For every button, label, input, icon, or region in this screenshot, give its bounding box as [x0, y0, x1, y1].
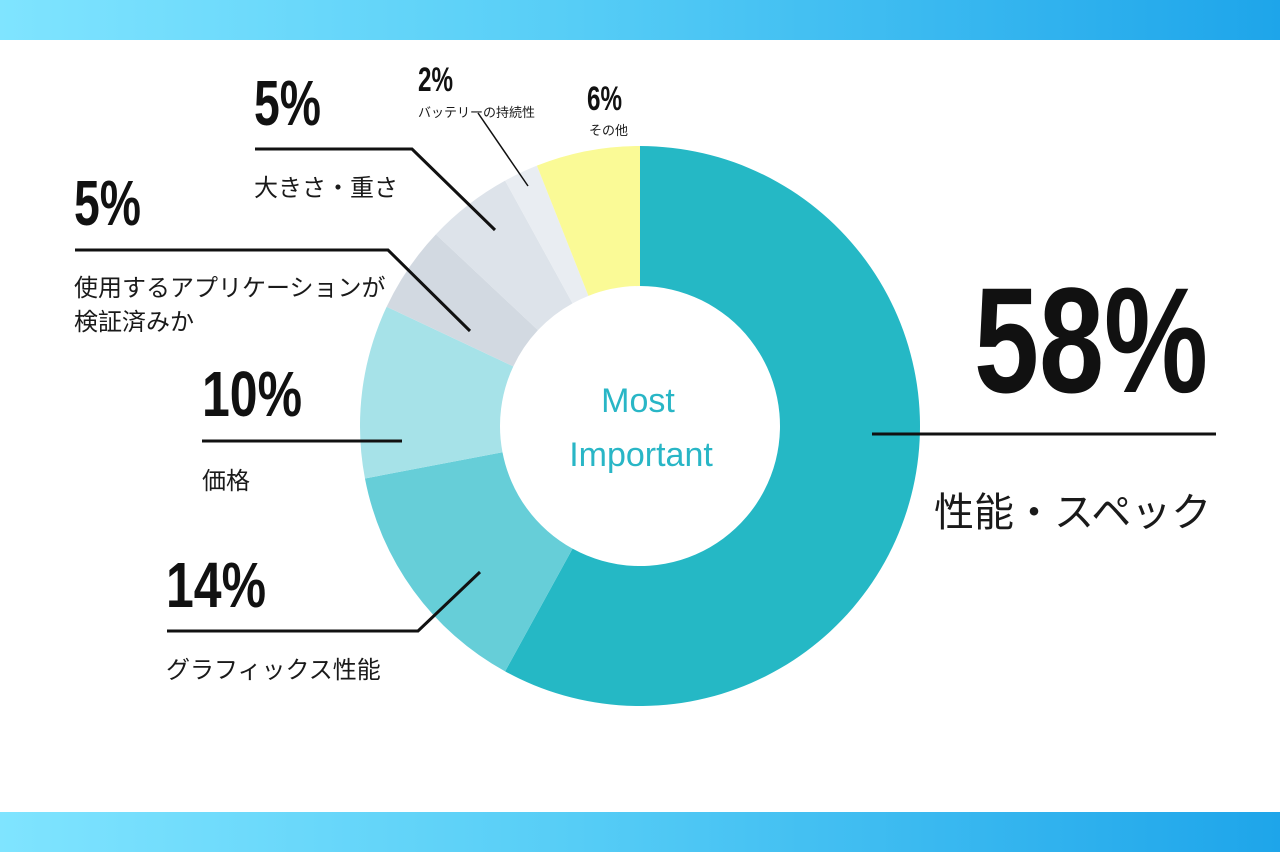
- value-label-5: 2%: [418, 61, 453, 99]
- value-label-6: 6%: [587, 80, 622, 118]
- top-band: [0, 0, 1280, 40]
- value-label-1: 14%: [166, 549, 266, 621]
- slices: [360, 146, 921, 706]
- center-label-line-1: Most: [601, 382, 675, 420]
- leader-2: [477, 112, 529, 187]
- slice-2: [360, 306, 514, 479]
- value-label-3: 5%: [74, 167, 141, 239]
- slice-6: [536, 146, 640, 296]
- leader-14: [167, 570, 482, 633]
- leader-5a: [75, 248, 472, 333]
- value-label-0: 58%: [974, 256, 1208, 424]
- leader-lines: [75, 112, 1216, 633]
- leader-5b: [255, 147, 497, 232]
- category-label-0-0: 性能・スペック: [934, 490, 1211, 536]
- category-label-3-0: 使用するアプリケーションが: [74, 274, 386, 302]
- value-label-2: 10%: [202, 358, 302, 430]
- slice-1: [364, 452, 573, 672]
- bottom-band: [0, 812, 1280, 852]
- slice-0: [505, 146, 921, 706]
- category-label-6-0: その他: [589, 124, 628, 139]
- value-label-4: 5%: [254, 67, 321, 139]
- category-label-5-0: バッテリーの持続性: [418, 106, 535, 121]
- slice-4: [435, 180, 573, 331]
- category-label-3-1: 検証済みか: [74, 308, 194, 336]
- center-label-line-2: Important: [569, 436, 713, 474]
- category-label-4-0: 大きさ・重さ: [254, 174, 398, 202]
- category-label-1-0: グラフィックス性能: [166, 656, 381, 684]
- slice-5: [505, 165, 589, 304]
- labels: 58% 性能・スペック 14% グラフィックス性能 10% 価格 5% 使用するアプリケーショ…: [74, 61, 1211, 684]
- category-label-2-0: 価格: [202, 467, 250, 495]
- slice-3: [386, 234, 538, 367]
